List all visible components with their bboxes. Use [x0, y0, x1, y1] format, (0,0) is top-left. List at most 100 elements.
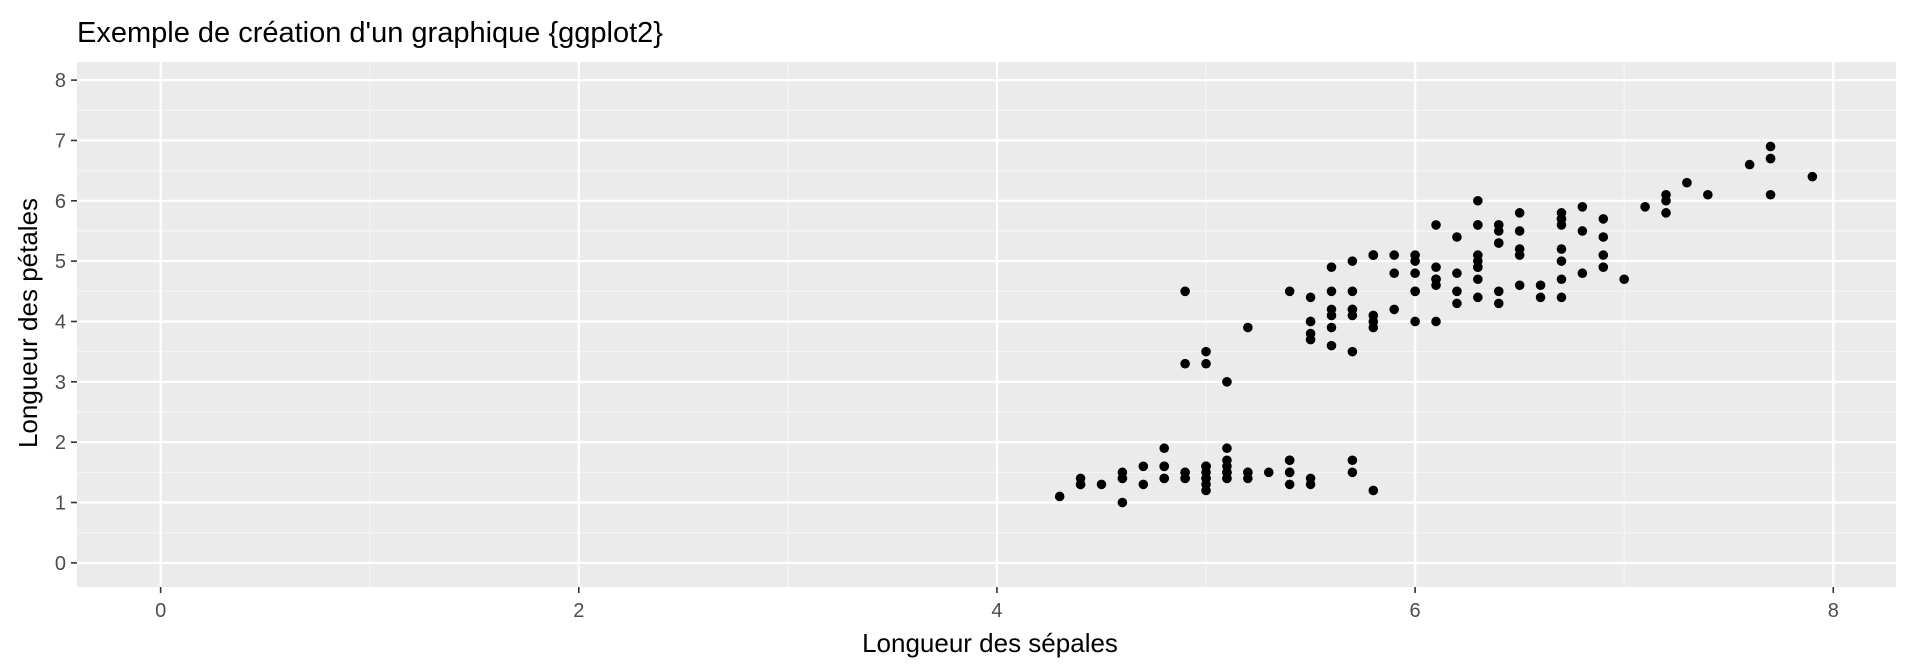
data-point: [1598, 262, 1609, 272]
x-tick-label: 8: [1828, 600, 1839, 622]
data-point: [1473, 220, 1483, 230]
data-point: [1368, 250, 1379, 260]
data-point: [1535, 292, 1546, 303]
data-point: [1765, 189, 1776, 200]
data-point: [1765, 153, 1776, 164]
data-point: [1201, 461, 1211, 472]
data-point: [1577, 202, 1588, 212]
data-point: [1452, 232, 1462, 242]
data-point: [1201, 358, 1211, 369]
data-point: [1661, 208, 1671, 218]
data-point: [1054, 491, 1065, 502]
data-point: [1473, 274, 1483, 285]
data-point: [1431, 220, 1441, 230]
data-point: [1619, 274, 1629, 285]
data-point: [1347, 346, 1358, 357]
data-point: [1535, 280, 1546, 291]
data-point: [1138, 479, 1149, 490]
data-point: [1284, 455, 1295, 466]
data-point: [1473, 195, 1483, 206]
plot-panel: [77, 62, 1896, 587]
data-point: [1138, 461, 1149, 472]
data-point: [1389, 250, 1400, 260]
x-tick-label: 6: [1410, 600, 1421, 622]
data-point: [1493, 286, 1504, 297]
y-axis-title: Longueur des pétales: [13, 198, 43, 448]
data-points: [1054, 141, 1818, 508]
data-point: [1201, 346, 1211, 357]
data-point: [1222, 377, 1232, 387]
data-point: [1326, 322, 1337, 333]
data-point: [1326, 304, 1337, 315]
data-point: [1598, 232, 1609, 242]
data-point: [1159, 473, 1170, 484]
data-point: [1347, 310, 1358, 321]
data-point: [1180, 358, 1190, 369]
data-point: [1452, 286, 1462, 297]
data-point: [1305, 334, 1316, 345]
data-point: [1326, 340, 1337, 351]
data-point: [1326, 262, 1337, 272]
data-point: [1556, 292, 1567, 303]
data-point: [1222, 461, 1232, 472]
data-point: [1514, 208, 1525, 218]
data-point: [1577, 226, 1588, 236]
data-point: [1284, 467, 1295, 478]
data-point: [1368, 485, 1379, 496]
data-point: [1326, 286, 1337, 297]
data-point: [1389, 268, 1400, 279]
y-tick-label: 5: [55, 251, 66, 273]
data-point: [1347, 256, 1358, 266]
data-point: [1347, 455, 1358, 466]
data-point: [1117, 497, 1128, 508]
data-point: [1305, 479, 1316, 490]
data-point: [1744, 159, 1755, 170]
data-point: [1347, 286, 1358, 297]
data-point: [1243, 322, 1253, 333]
data-point: [1284, 286, 1295, 297]
x-tick-label: 2: [573, 600, 584, 622]
data-point: [1493, 226, 1504, 236]
data-point: [1305, 316, 1316, 327]
data-point: [1431, 280, 1441, 291]
data-point: [1556, 274, 1567, 285]
data-point: [1075, 479, 1086, 490]
data-point: [1410, 256, 1420, 266]
data-point: [1347, 467, 1358, 478]
data-point: [1682, 177, 1692, 188]
y-tick-label: 3: [55, 372, 66, 394]
data-point: [1201, 473, 1211, 484]
data-point: [1640, 202, 1650, 212]
data-point: [1807, 171, 1818, 182]
data-point: [1410, 268, 1420, 279]
data-point: [1431, 262, 1441, 272]
data-point: [1493, 298, 1504, 309]
data-point: [1180, 286, 1190, 297]
data-point: [1556, 244, 1567, 254]
data-point: [1765, 141, 1776, 152]
y-tick-label: 1: [55, 493, 66, 515]
data-point: [1473, 292, 1483, 303]
data-point: [1514, 280, 1525, 291]
data-point: [1431, 316, 1441, 327]
data-point: [1305, 292, 1316, 303]
data-point: [1263, 467, 1274, 478]
data-point: [1368, 316, 1379, 327]
chart-title: Exemple de création d'un graphique {ggpl…: [77, 17, 663, 49]
data-point: [1493, 238, 1504, 248]
x-axis: 0 2 4 6 8: [155, 587, 1839, 622]
y-axis: 0 1 2 3 4 5 6 7 8: [55, 70, 77, 575]
data-point: [1222, 443, 1232, 454]
data-point: [1661, 195, 1671, 206]
data-point: [1514, 226, 1525, 236]
data-point: [1473, 256, 1483, 266]
data-point: [1410, 316, 1420, 327]
x-tick-label: 0: [155, 600, 166, 622]
y-tick-label: 8: [55, 70, 66, 92]
data-point: [1452, 268, 1462, 279]
data-point: [1159, 461, 1170, 472]
data-point: [1598, 250, 1609, 260]
data-point: [1556, 256, 1567, 266]
data-point: [1243, 467, 1253, 478]
